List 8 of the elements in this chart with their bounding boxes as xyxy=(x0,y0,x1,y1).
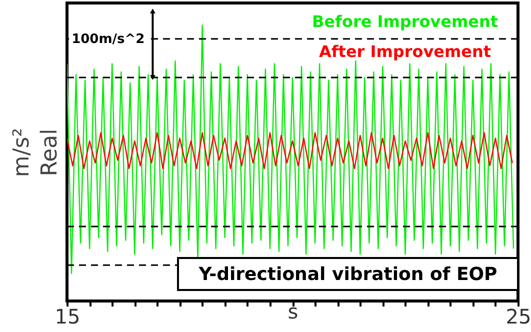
annotation: 100m/s^2 xyxy=(72,32,145,47)
y-axis-title: m/s² Real xyxy=(10,128,62,178)
text: Y-directional vibration of EOP xyxy=(198,264,498,285)
text: Before Improvement xyxy=(312,12,498,31)
text: After Improvement xyxy=(318,42,492,61)
x-tick-label: 25 xyxy=(506,304,531,328)
x-axis-title: s xyxy=(288,300,298,324)
x-tick-label: 15 xyxy=(54,304,80,328)
